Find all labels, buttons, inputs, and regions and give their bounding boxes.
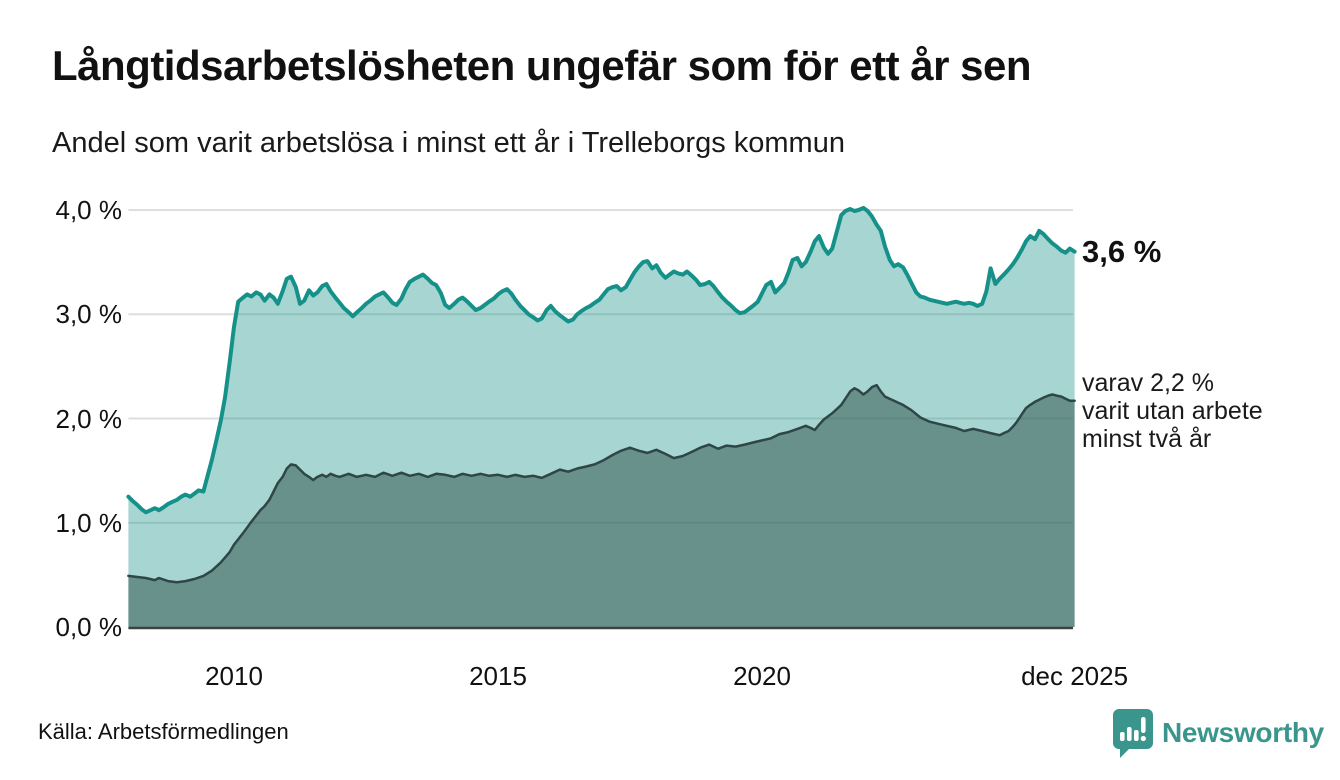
series-end-label-secondary-line3: minst två år — [1082, 425, 1212, 453]
y-tick-label: 0,0 % — [55, 612, 123, 642]
series-end-label-secondary-line1: varav 2,2 % — [1082, 369, 1215, 397]
chart-lines — [126, 205, 1077, 584]
y-tick-label: 4,0 % — [55, 195, 123, 225]
x-tick-label: dec 2025 — [1021, 661, 1129, 691]
page-title: Långtidsarbetslösheten ungefär som för e… — [52, 42, 1032, 89]
x-tick-label: 2010 — [205, 661, 263, 691]
series-end-label-secondary-line2: varit utan arbete — [1082, 397, 1263, 425]
series-end-label-primary: 3,6 % — [1082, 234, 1162, 269]
brand-logo: Newsworthy — [1112, 708, 1324, 758]
y-tick-label: 1,0 % — [55, 507, 123, 538]
source-note: Källa: Arbetsförmedlingen — [38, 719, 289, 744]
y-tick-label: 3,0 % — [55, 299, 123, 330]
newsworthy-icon — [1113, 709, 1153, 758]
series-end-label-secondary: varav 2,2 % varit utan arbete minst två … — [1082, 369, 1263, 453]
x-tick-label: 2015 — [469, 661, 527, 691]
x-tick-label: 2020 — [733, 661, 791, 691]
brand-name: Newsworthy — [1162, 717, 1324, 748]
page-subtitle: Andel som varit arbetslösa i minst ett å… — [52, 127, 845, 159]
y-tick-label: 2,0 % — [55, 403, 123, 434]
chart-areas — [128, 207, 1075, 627]
